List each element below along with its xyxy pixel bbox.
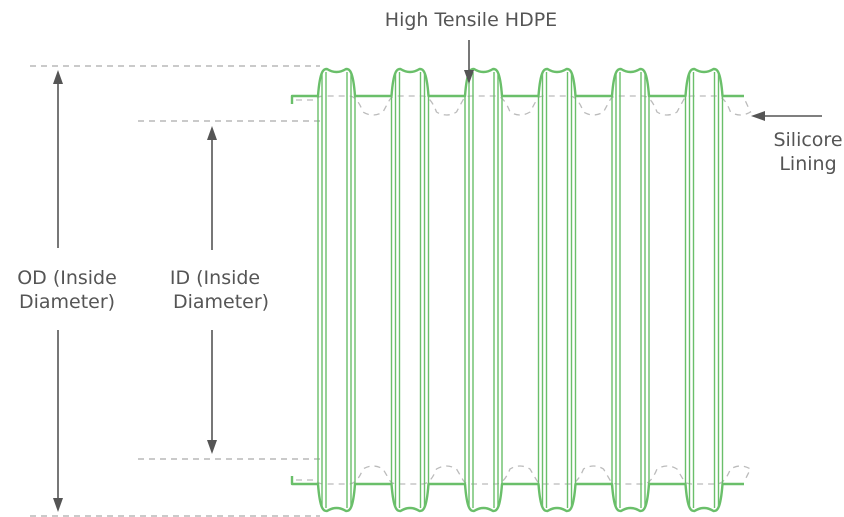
lining-label-line1: Silicore xyxy=(773,129,842,151)
od-label-line1: OD (Inside xyxy=(17,267,117,289)
id-dimension: ID (Inside Diameter) xyxy=(170,126,269,454)
pipe-top-wall xyxy=(290,67,744,104)
id-arrow-up-icon xyxy=(207,126,217,140)
lining-callout: Silicore Lining xyxy=(751,111,843,175)
od-label-line2: Diameter) xyxy=(19,291,115,313)
od-dimension: OD (Inside Diameter) xyxy=(17,70,117,512)
lining-label-line2: Lining xyxy=(779,153,836,175)
hdpe-arrow-down-icon xyxy=(464,70,474,84)
pipe-ribs xyxy=(317,72,724,508)
id-arrow-down-icon xyxy=(207,440,217,454)
hdpe-callout: High Tensile HDPE xyxy=(385,9,557,84)
lining-bottom-edge xyxy=(296,465,752,485)
lining-arrow-left-icon xyxy=(751,111,765,121)
od-arrow-down-icon xyxy=(53,498,63,512)
dimension-guides xyxy=(30,65,320,517)
od-arrow-up-icon xyxy=(53,70,63,84)
id-label-line2: Diameter) xyxy=(173,291,269,313)
lining-top-edge xyxy=(296,95,752,116)
hdpe-label: High Tensile HDPE xyxy=(385,9,557,31)
id-label-line1: ID (Inside xyxy=(170,267,260,289)
pipe-bottom-wall xyxy=(290,476,744,513)
corrugated-pipe xyxy=(290,67,752,513)
